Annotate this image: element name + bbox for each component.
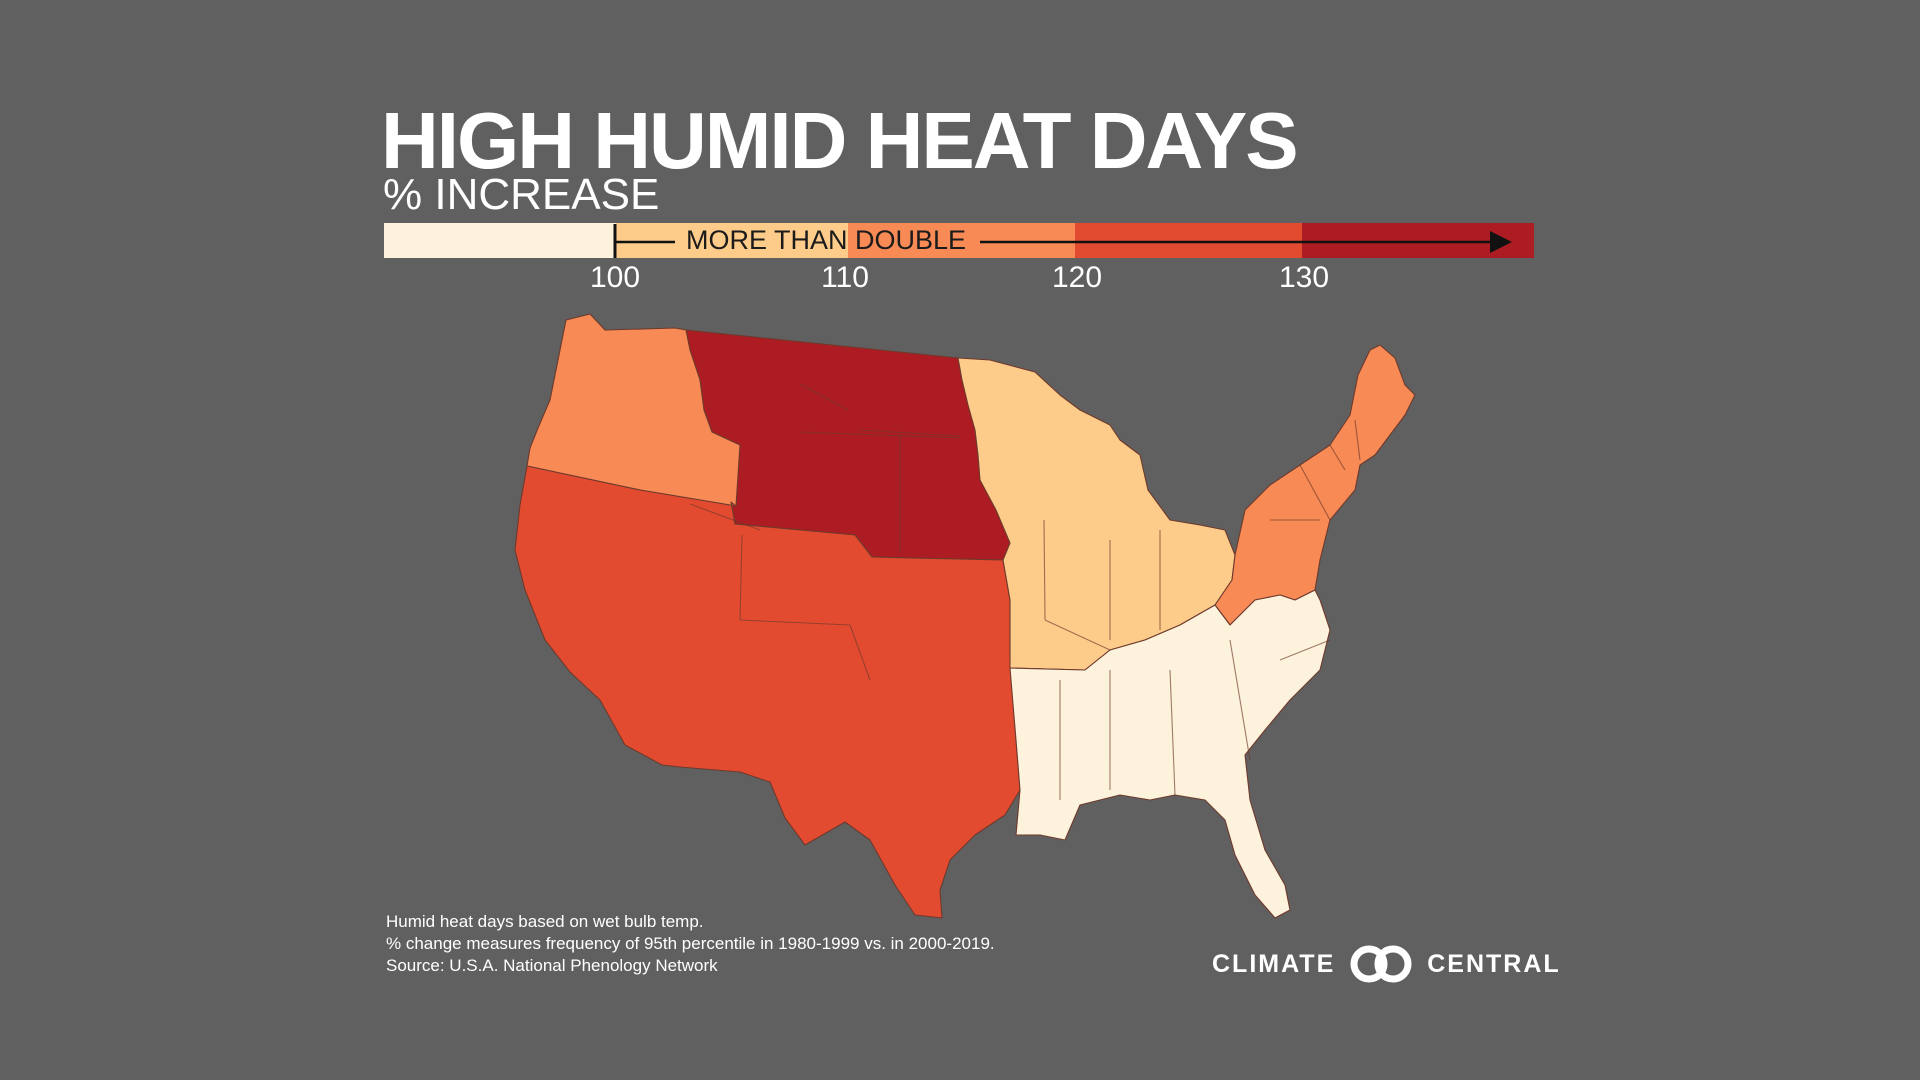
footnote-line: Humid heat days based on wet bulb temp.	[386, 912, 704, 931]
logo-rings-icon	[1350, 945, 1412, 983]
logo-word-right: CENTRAL	[1427, 949, 1561, 978]
region-northeast	[1214, 344, 1416, 626]
footnotes: Humid heat days based on wet bulb temp. …	[386, 911, 995, 977]
page-title: HIGH HUMID HEAT DAYS	[381, 96, 1299, 185]
region-northern-plains	[685, 329, 1011, 561]
scale-caption: MORE THAN DOUBLE	[686, 225, 967, 255]
logo-word-left: CLIMATE	[1212, 949, 1336, 978]
scale-bin-0	[384, 223, 616, 258]
scale-bin-3	[1075, 223, 1302, 258]
footnote-line: Source: U.S.A. National Phenology Networ…	[386, 956, 718, 975]
tick-120: 120	[1051, 261, 1103, 294]
tick-110: 110	[821, 261, 869, 294]
tick-100: 100	[589, 261, 641, 294]
scale-bin-2	[848, 223, 1075, 258]
region-southwest	[514, 465, 1021, 919]
region-upper-midwest	[957, 357, 1236, 671]
footnote-line: % change measures frequency of 95th perc…	[386, 934, 995, 953]
climate-central-logo: CLIMATE CENTRAL	[1212, 942, 1561, 986]
tick-130: 130	[1278, 261, 1330, 294]
scale-bin-1	[616, 223, 848, 258]
region-southeast	[1009, 589, 1331, 919]
page-subtitle: % INCREASE	[383, 170, 660, 219]
scale-bin-4	[1302, 223, 1534, 258]
region-pacific-northwest	[526, 313, 741, 507]
